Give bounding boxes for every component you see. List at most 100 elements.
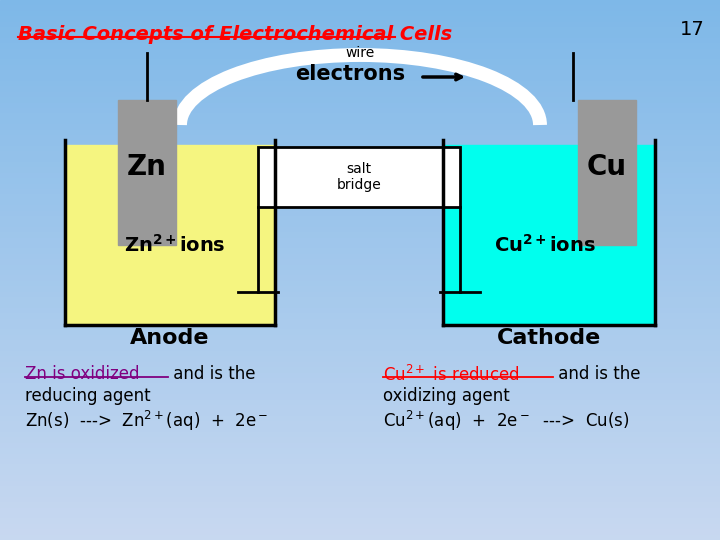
Bar <box>0 329 720 335</box>
Bar <box>0 324 720 329</box>
Bar <box>0 400 720 405</box>
Bar <box>0 151 720 157</box>
Text: $\mathbf{Zn^{2+}ions}$: $\mathbf{Zn^{2+}ions}$ <box>124 234 226 256</box>
Bar <box>0 378 720 383</box>
Bar <box>0 351 720 356</box>
Bar <box>0 416 720 421</box>
Bar <box>0 49 720 54</box>
Bar <box>0 518 720 524</box>
Text: 17: 17 <box>680 20 705 39</box>
Text: reducing agent: reducing agent <box>25 387 150 405</box>
Bar <box>0 340 720 346</box>
Bar <box>0 481 720 486</box>
Bar <box>0 27 720 32</box>
Bar <box>0 211 720 216</box>
Bar <box>0 464 720 470</box>
Bar <box>0 232 720 238</box>
Bar <box>0 356 720 362</box>
Bar <box>0 119 720 124</box>
Bar <box>0 443 720 448</box>
Bar <box>0 346 720 351</box>
Bar <box>0 178 720 184</box>
Text: Basic Concepts of Electrochemical Cells: Basic Concepts of Electrochemical Cells <box>18 25 452 44</box>
Bar <box>0 189 720 194</box>
Bar <box>0 5 720 11</box>
Bar <box>0 248 720 254</box>
Bar <box>0 173 720 178</box>
Bar <box>0 86 720 92</box>
Bar <box>0 113 720 119</box>
Bar <box>445 145 653 325</box>
Text: electrons: electrons <box>295 64 405 84</box>
Bar <box>0 162 720 167</box>
Bar <box>0 421 720 427</box>
Bar <box>0 11 720 16</box>
Text: Zn: Zn <box>127 153 167 181</box>
Bar <box>0 475 720 481</box>
Text: wire: wire <box>346 46 374 60</box>
Bar <box>0 497 720 502</box>
Bar <box>0 265 720 270</box>
Bar <box>0 513 720 518</box>
Text: and is the: and is the <box>168 365 256 383</box>
Bar <box>0 259 720 265</box>
Bar <box>0 216 720 221</box>
Bar <box>0 308 720 313</box>
Bar <box>0 43 720 49</box>
Bar <box>0 32 720 38</box>
Text: Cu$^{2+}$ is reduced: Cu$^{2+}$ is reduced <box>383 365 520 385</box>
Bar <box>0 275 720 281</box>
Bar <box>0 16 720 22</box>
Bar <box>0 319 720 324</box>
Bar <box>0 389 720 394</box>
Text: Zn is oxidized: Zn is oxidized <box>25 365 140 383</box>
Bar <box>0 243 720 248</box>
Bar <box>578 100 636 245</box>
Bar <box>0 286 720 292</box>
Text: Cu$^{2+}$(aq)  +  2e$^-$  --->  Cu(s): Cu$^{2+}$(aq) + 2e$^-$ ---> Cu(s) <box>383 409 629 433</box>
Bar <box>0 194 720 200</box>
Bar <box>0 529 720 535</box>
Bar <box>0 383 720 389</box>
Text: and is the: and is the <box>553 365 641 383</box>
Text: $\mathbf{Cu^{2+}ions}$: $\mathbf{Cu^{2+}ions}$ <box>494 234 596 256</box>
Bar <box>0 394 720 400</box>
Bar <box>0 124 720 130</box>
Bar <box>0 238 720 243</box>
Bar <box>0 454 720 459</box>
Text: Cu: Cu <box>587 153 627 181</box>
Bar <box>0 76 720 81</box>
Bar <box>0 130 720 135</box>
Text: Cathode: Cathode <box>497 328 601 348</box>
Bar <box>0 313 720 319</box>
Bar <box>0 184 720 189</box>
Bar <box>0 254 720 259</box>
Bar <box>0 92 720 97</box>
Bar <box>0 362 720 367</box>
Bar <box>0 470 720 475</box>
Bar <box>0 270 720 275</box>
Bar <box>0 335 720 340</box>
Bar <box>0 0 720 5</box>
Bar <box>0 97 720 103</box>
Bar <box>0 373 720 378</box>
Bar <box>0 524 720 529</box>
Bar <box>0 22 720 27</box>
Bar <box>0 459 720 464</box>
Bar <box>0 502 720 508</box>
Bar <box>0 437 720 443</box>
Bar <box>0 486 720 491</box>
Bar <box>0 367 720 373</box>
Bar <box>0 405 720 410</box>
Bar <box>0 205 720 211</box>
Bar <box>0 292 720 297</box>
Bar <box>0 448 720 454</box>
Bar <box>0 281 720 286</box>
Bar <box>0 59 720 65</box>
Bar <box>118 100 176 245</box>
Bar <box>0 491 720 497</box>
Bar <box>0 81 720 86</box>
Bar <box>0 302 720 308</box>
Bar <box>0 432 720 437</box>
Bar <box>0 410 720 416</box>
